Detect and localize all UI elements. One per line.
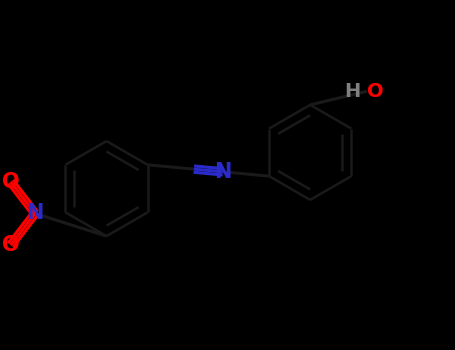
Text: N: N xyxy=(214,162,232,182)
Text: H: H xyxy=(344,82,360,101)
Text: O: O xyxy=(367,82,383,101)
Text: O: O xyxy=(2,235,20,255)
Text: O: O xyxy=(2,172,20,192)
Text: N: N xyxy=(26,203,44,223)
